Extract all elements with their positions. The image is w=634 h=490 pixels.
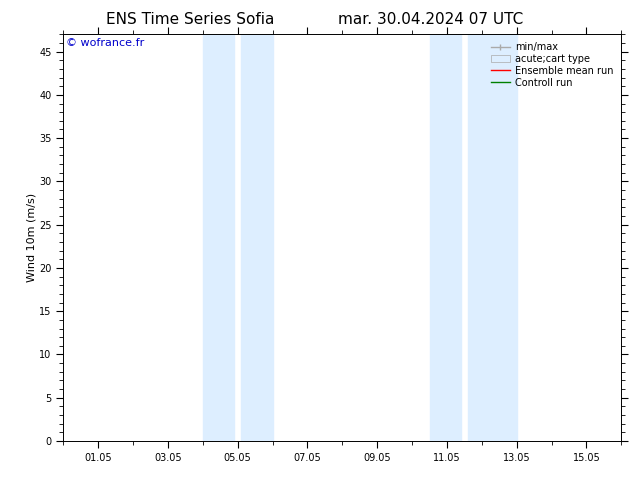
- Bar: [203, 34, 235, 441]
- Legend: min/max, acute;cart type, Ensemble mean run, Controll run: min/max, acute;cart type, Ensemble mean …: [488, 39, 616, 91]
- Bar: [468, 34, 517, 441]
- Bar: [241, 34, 273, 441]
- Text: mar. 30.04.2024 07 UTC: mar. 30.04.2024 07 UTC: [339, 12, 524, 27]
- Y-axis label: Wind 10m (m/s): Wind 10m (m/s): [27, 193, 36, 282]
- Bar: [429, 34, 461, 441]
- Text: ENS Time Series Sofia: ENS Time Series Sofia: [106, 12, 275, 27]
- Text: © wofrance.fr: © wofrance.fr: [66, 38, 145, 49]
